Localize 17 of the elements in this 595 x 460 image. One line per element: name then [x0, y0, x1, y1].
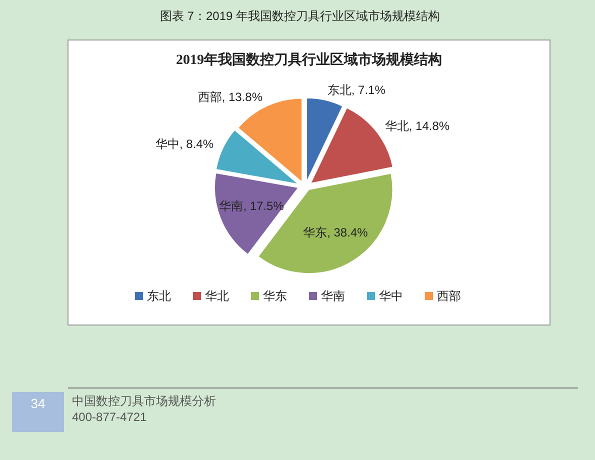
legend-label: 西部	[437, 289, 461, 303]
data-label: 东北, 7.1%	[327, 83, 386, 98]
legend-label: 东北	[147, 289, 171, 303]
legend-label: 华东	[263, 289, 287, 303]
text: 中国数控刀具市场规模分析	[72, 394, 216, 408]
legend-label: 华北	[205, 289, 229, 303]
data-label: 华北, 14.8%	[384, 118, 450, 133]
text: 400-877-4721	[72, 410, 148, 424]
data-label: 华东, 38.4%	[303, 225, 368, 240]
data-label: 华中, 8.4%	[156, 137, 214, 152]
text: 34	[30, 396, 46, 411]
text: 图表 7：2019 年我国数控刀具行业区域市场规模结构	[160, 9, 440, 23]
chart-title: 2019年我国数控刀具行业区域市场规模结构	[176, 51, 442, 68]
data-label: 西部, 13.8%	[198, 90, 263, 104]
legend-label: 华南	[321, 289, 345, 303]
data-label: 华南, 17.5%	[219, 198, 284, 213]
legend-label: 华中	[379, 289, 403, 303]
